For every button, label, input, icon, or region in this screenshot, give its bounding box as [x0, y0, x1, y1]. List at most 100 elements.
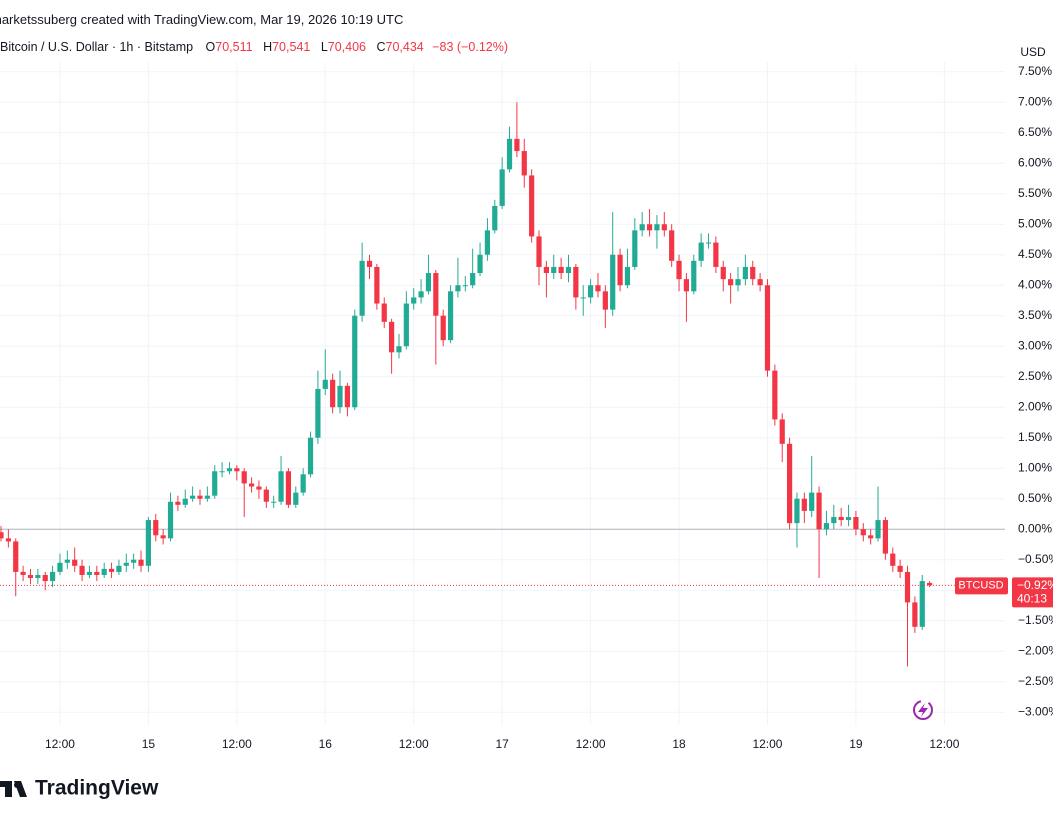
candle-body — [816, 492, 822, 530]
candle-body — [551, 266, 557, 274]
candle-body — [212, 471, 218, 496]
candle-body — [845, 517, 852, 521]
candle-body — [470, 273, 476, 286]
candle-body — [344, 385, 350, 408]
candle-body — [529, 175, 535, 237]
candle-body — [418, 291, 424, 298]
candle-body — [698, 242, 704, 261]
candle-body — [278, 471, 284, 502]
y-tick-label: 7.00% — [1018, 94, 1052, 108]
candle-body — [809, 492, 815, 511]
candle-body — [521, 151, 527, 176]
icon[interactable] — [913, 700, 933, 720]
candle-body — [116, 565, 122, 572]
candle-body — [904, 571, 911, 603]
candle-body — [440, 315, 446, 341]
candle-body — [57, 562, 63, 572]
price-tag — [1012, 577, 1053, 608]
candle-body — [588, 285, 594, 298]
candle-body — [543, 266, 549, 274]
candle-body — [838, 517, 844, 521]
candle-body — [831, 517, 837, 524]
candle-body — [536, 236, 542, 267]
x-tick-label: 19 — [849, 737, 863, 751]
candle-body — [868, 535, 874, 539]
y-tick-label: 5.50% — [1018, 186, 1052, 200]
y-tick-label: −3.00% — [1018, 704, 1053, 718]
candle-body — [455, 285, 461, 292]
candle-body — [728, 279, 734, 286]
close-value: 70,434 — [385, 40, 424, 54]
x-tick-label: 12:00 — [929, 737, 959, 751]
candle-body — [705, 242, 712, 244]
candle-body — [123, 562, 129, 566]
candle-body — [447, 291, 454, 341]
candle-body — [315, 388, 321, 438]
candle-body — [890, 553, 896, 566]
candle-body — [359, 260, 365, 316]
candle-body — [927, 582, 933, 586]
candle-body — [624, 266, 631, 286]
candle-body — [94, 571, 100, 575]
y-tick-label: 4.00% — [1018, 277, 1052, 291]
candle-body — [256, 486, 262, 490]
y-tick-label: −2.50% — [1018, 674, 1053, 688]
plot-area — [0, 102, 1005, 667]
candle-body — [639, 224, 645, 231]
candle-body — [396, 346, 402, 353]
candle-body — [271, 501, 277, 503]
candle-body — [204, 495, 210, 499]
candle-body — [352, 315, 358, 408]
icon-bolt — [918, 703, 928, 717]
candle-body — [617, 254, 623, 286]
candle-body — [514, 138, 520, 152]
candle-body — [492, 205, 498, 231]
logo-dot — [14, 782, 20, 788]
candle-body — [175, 501, 181, 505]
candle-body — [735, 279, 741, 286]
watermark: TradingView — [35, 777, 159, 800]
candle-body — [241, 471, 247, 484]
candle-body — [219, 471, 225, 473]
candle-body — [27, 574, 34, 579]
candle-body — [897, 565, 903, 572]
candle-body — [750, 266, 756, 280]
candle-body — [234, 468, 240, 472]
currency: USD — [1020, 45, 1046, 59]
candle-body — [558, 266, 564, 274]
candle-body — [86, 571, 93, 575]
candle-body — [131, 559, 137, 563]
candle-body — [160, 535, 166, 539]
candle-body — [20, 571, 26, 575]
candle-body — [145, 520, 151, 566]
x-tick-label: 12:00 — [45, 737, 75, 751]
x-tick-label: 17 — [495, 737, 509, 751]
o-label: O — [205, 40, 216, 54]
attribution: marketssuberg created with TradingView.c… — [0, 12, 404, 27]
candle-body — [79, 565, 85, 575]
y-tick-label: 3.50% — [1018, 308, 1052, 322]
low-value: 70,406 — [327, 40, 367, 54]
l-label: L — [320, 40, 328, 54]
symbol-tag — [955, 577, 1008, 595]
candle-body — [779, 419, 785, 444]
price-tag-text: −0.92% — [1017, 578, 1053, 592]
candle-body — [337, 385, 343, 408]
candle-body — [300, 474, 306, 493]
candle-body — [374, 266, 380, 304]
candle-body — [389, 321, 395, 353]
logo — [0, 781, 27, 797]
candle-body — [794, 498, 800, 524]
candle-body — [853, 517, 859, 530]
candle-body — [499, 169, 505, 206]
candle-body — [190, 495, 196, 499]
candle-body — [772, 370, 778, 420]
candle-body — [0, 532, 4, 539]
candle-body — [676, 260, 682, 280]
candle-body — [197, 495, 203, 499]
candle-body — [248, 483, 255, 487]
candle-body — [101, 568, 107, 575]
candle-body — [764, 285, 771, 371]
